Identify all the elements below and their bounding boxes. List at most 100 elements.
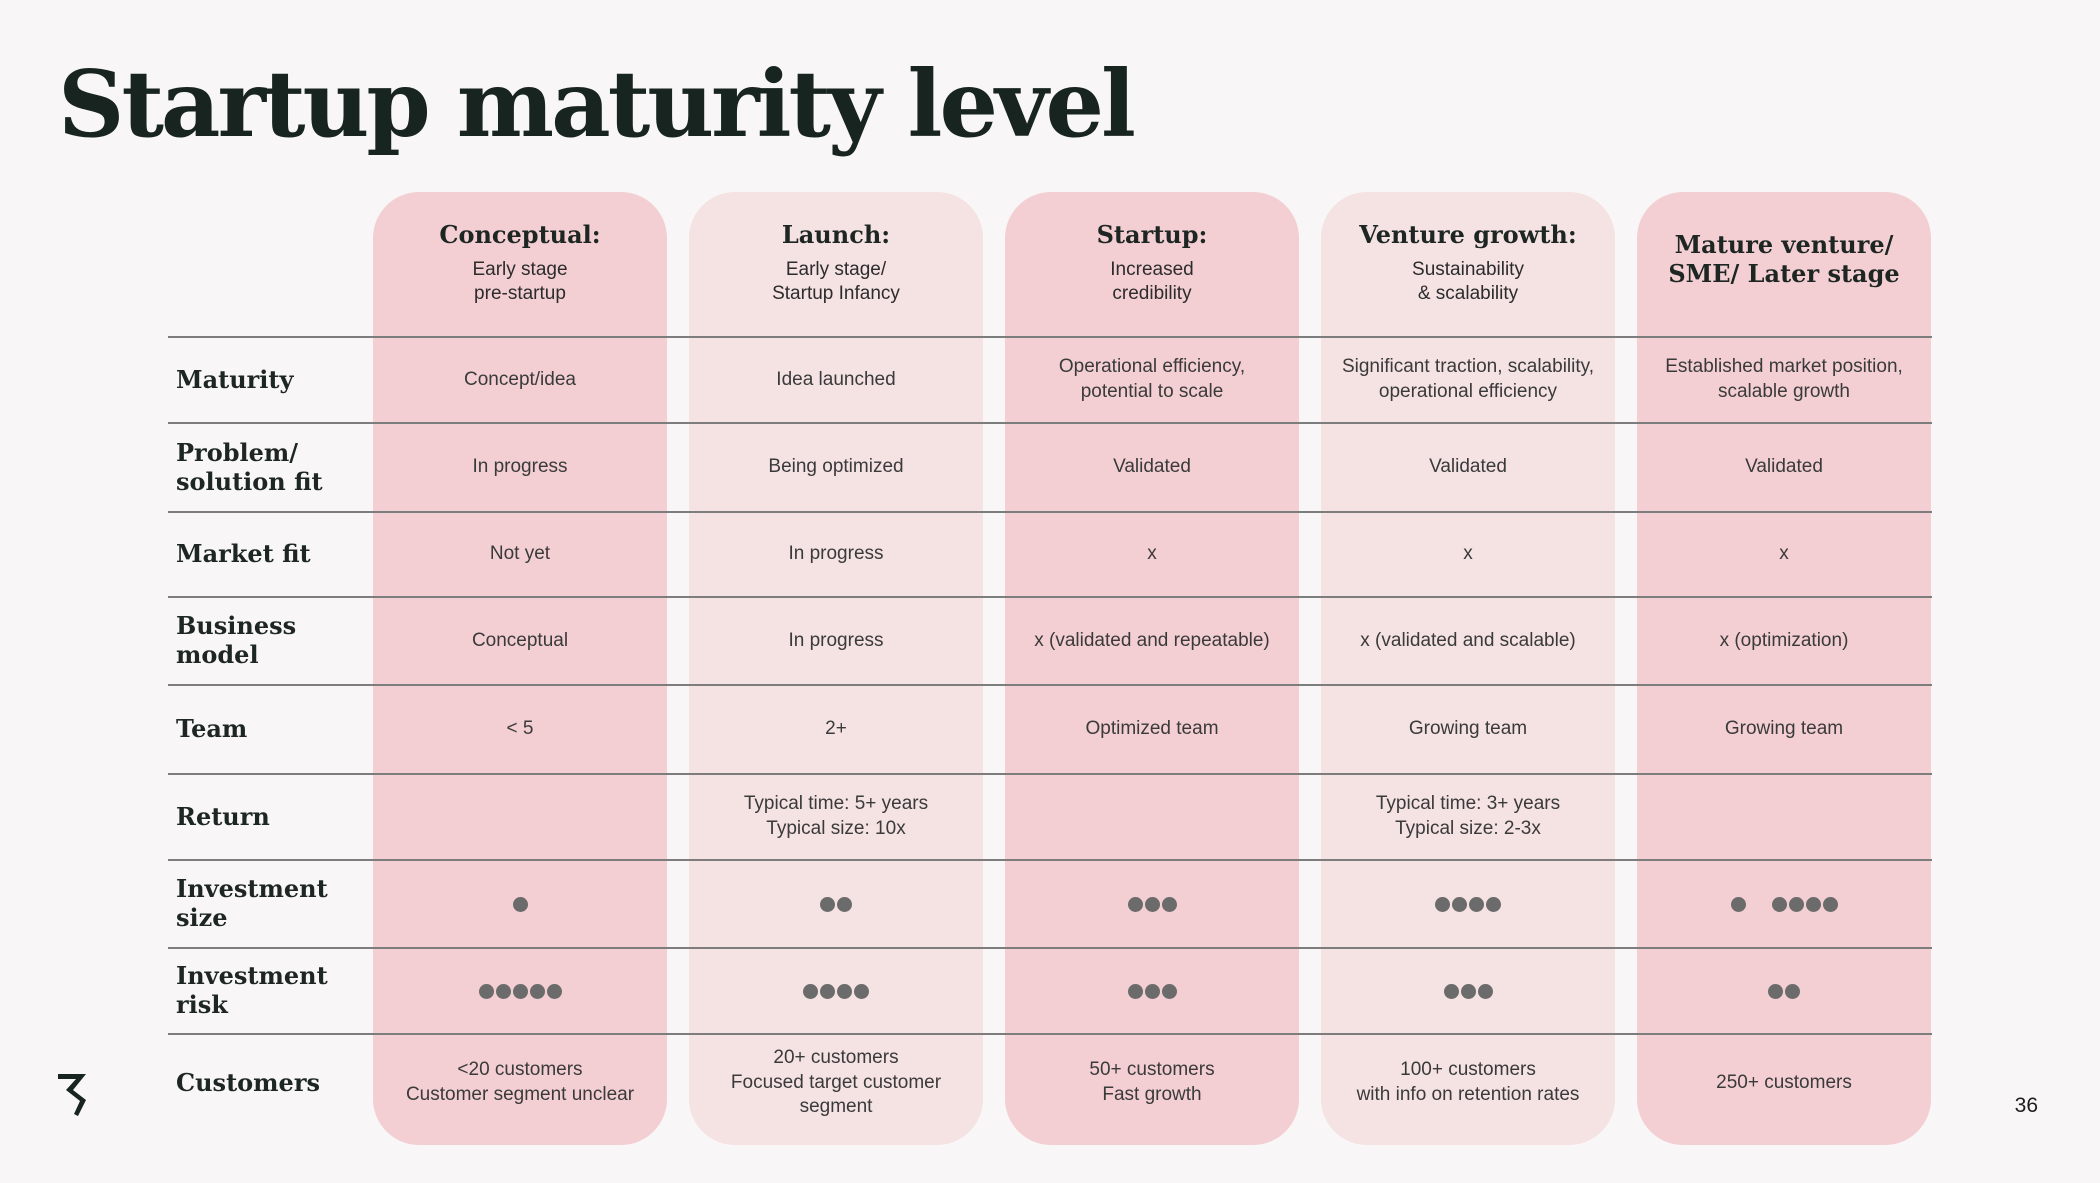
column-title: Mature venture/ SME/ Later stage (1668, 230, 1900, 288)
table-cell-market-fit: Not yet (489, 543, 551, 565)
table-cell-customers: <20 customers Customer segment unclear (405, 1059, 635, 1105)
investment-size-dots (373, 861, 667, 947)
rating-dot (1771, 896, 1787, 912)
investment-size-dots (1005, 861, 1299, 947)
table-cell-return: Typical time: 5+ years Typical size: 10x (743, 793, 929, 839)
table-cell-market-fit: x (1147, 543, 1157, 565)
investment-risk-dots (1005, 949, 1299, 1033)
column-background-mature-venture (1637, 192, 1931, 1145)
page-number: 36 (2014, 1094, 2038, 1117)
table-cell-team: < 5 (506, 718, 534, 740)
table-cell-business-model: In progress (788, 629, 884, 651)
rating-dot (1460, 983, 1476, 999)
column-title: Venture growth: (1359, 219, 1577, 249)
column-title: Conceptual: (439, 219, 601, 249)
investment-risk-dots (689, 949, 983, 1033)
table-cell-maturity: Significant traction, scalability, opera… (1341, 356, 1595, 402)
row-label-customers: Customers (176, 1067, 320, 1097)
investment-size-dots (1321, 861, 1615, 947)
rating-dot (1730, 896, 1746, 912)
column-title: Launch: (781, 219, 891, 249)
table-cell-team: Optimized team (1085, 718, 1219, 740)
rating-dot (1144, 983, 1160, 999)
column-header-startup: Startup: Increased credibility (1005, 192, 1299, 336)
table-cell-team: 2+ (825, 718, 847, 740)
table-cell-business-model: x (validated and scalable) (1360, 629, 1576, 651)
rating-dot (854, 983, 869, 999)
table-cell-problem-solution-fit: In progress (472, 456, 568, 478)
table-cell-business-model: x (validated and repeatable) (1034, 629, 1270, 651)
column-header-venture-growth: Venture growth: Sustainability & scalabi… (1321, 192, 1615, 336)
rating-dot (837, 896, 852, 912)
row-divider (168, 773, 1932, 775)
column-header-conceptual: Conceptual: Early stage pre-startup (373, 192, 667, 336)
table-cell-maturity: Concept/idea (464, 368, 576, 390)
table-cell-maturity: Operational efficiency, potential to sca… (1058, 356, 1246, 402)
rating-dot (1788, 896, 1804, 912)
rating-dot (546, 983, 562, 999)
row-label-maturity: Maturity (176, 364, 294, 394)
column-title: Startup: (1096, 219, 1208, 249)
rating-dot (1452, 896, 1467, 912)
rating-dot (529, 983, 545, 999)
rating-dot (837, 983, 852, 999)
rating-dot (1477, 983, 1493, 999)
investment-risk-dots (1637, 949, 1931, 1033)
table-cell-customers: 250+ customers (1716, 1071, 1852, 1093)
table-cell-business-model: Conceptual (471, 629, 569, 651)
column-background-launch (689, 192, 983, 1145)
rating-dot (1443, 983, 1459, 999)
rating-dot (512, 983, 528, 999)
rating-dot (1822, 896, 1838, 912)
table-cell-problem-solution-fit: Validated (1113, 456, 1191, 478)
rating-dot (1161, 896, 1177, 912)
row-divider (168, 1033, 1932, 1035)
row-label-return: Return (176, 801, 270, 831)
row-label-market-fit: Market fit (176, 539, 311, 569)
table-cell-market-fit: x (1463, 543, 1473, 565)
row-label-team: Team (176, 714, 248, 744)
rating-dot (495, 983, 511, 999)
table-cell-team: Growing team (1408, 718, 1528, 740)
row-divider (168, 336, 1932, 338)
row-divider (168, 596, 1932, 598)
row-label-investment-size: Investment size (176, 874, 328, 932)
table-cell-return (1637, 775, 1931, 859)
table-cell-team: Growing team (1724, 718, 1844, 740)
investment-size-dots (689, 861, 983, 947)
rating-dot (820, 896, 835, 912)
table-cell-return (373, 775, 667, 859)
table-cell-market-fit: x (1779, 543, 1789, 565)
table-cell-return (1005, 775, 1299, 859)
table-cell-market-fit: In progress (788, 543, 884, 565)
table-cell-customers: 20+ customers Focused target customer se… (730, 1046, 942, 1118)
rating-dot (803, 983, 818, 999)
rating-dot (1127, 983, 1143, 999)
column-subtitle: Early stage pre-startup (472, 258, 568, 305)
table-cell-business-model: x (optimization) (1719, 629, 1849, 651)
row-label-business-model: Business model (176, 611, 297, 669)
table-cell-maturity: Established market position, scalable gr… (1665, 356, 1903, 402)
page-title: Startup maturity level (58, 50, 1136, 158)
rating-dot (820, 983, 835, 999)
table-cell-problem-solution-fit: Validated (1745, 456, 1823, 478)
column-subtitle: Sustainability & scalability (1412, 258, 1524, 305)
rating-dot (478, 983, 494, 999)
investment-risk-dots (373, 949, 667, 1033)
rating-dot (1805, 896, 1821, 912)
rating-dot (1435, 896, 1450, 912)
row-label-problem-solution-fit: Problem/ solution fit (176, 437, 323, 496)
column-subtitle: Early stage/ Startup Infancy (772, 258, 900, 305)
rating-dot (1486, 896, 1501, 912)
rating-dot (512, 896, 528, 912)
rating-dot (1768, 983, 1783, 999)
row-divider (168, 947, 1932, 949)
rating-dot (1161, 983, 1177, 999)
table-cell-maturity: Idea launched (776, 368, 896, 390)
rating-dot (1785, 983, 1800, 999)
table-cell-return: Typical time: 3+ years Typical size: 2-3… (1375, 793, 1561, 839)
row-divider (168, 684, 1932, 686)
brand-logo-icon (58, 1074, 86, 1116)
table-cell-customers: 50+ customers Fast growth (1089, 1059, 1215, 1105)
investment-risk-dots (1321, 949, 1615, 1033)
